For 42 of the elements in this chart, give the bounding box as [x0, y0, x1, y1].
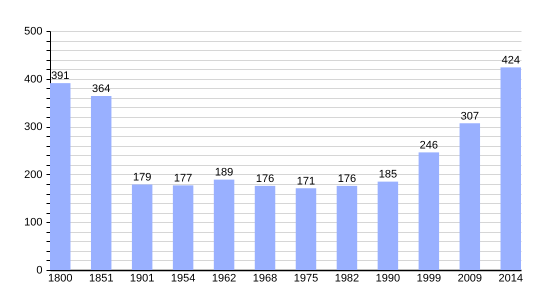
data-label: 185: [378, 168, 398, 181]
x-tick-label: 1901: [130, 272, 154, 284]
x-tick-label: 1999: [416, 272, 442, 284]
x-tick-label: 1800: [48, 272, 72, 284]
bar: [378, 182, 398, 270]
bar: [90, 96, 112, 270]
bar: [418, 152, 440, 270]
bar: [50, 83, 70, 270]
x-tick-label: 1954: [170, 272, 196, 284]
bar: [132, 184, 152, 270]
bar: [500, 67, 521, 270]
data-label: 179: [132, 171, 152, 184]
bar: [336, 186, 358, 270]
data-label: 307: [460, 110, 479, 122]
bar: [214, 180, 234, 270]
y-tick-label: 0: [36, 264, 42, 276]
data-label: 246: [420, 139, 438, 152]
y-tick-label: 100: [24, 216, 42, 229]
x-tick-label: 1990: [376, 272, 400, 284]
x-tick-label: 2014: [498, 272, 524, 284]
bar: [460, 123, 480, 270]
data-label: 189: [214, 166, 234, 179]
bar: [172, 185, 194, 270]
x-tick-label: 1968: [252, 272, 278, 284]
data-label: 176: [338, 172, 356, 185]
data-label: 177: [174, 172, 192, 184]
data-label: 176: [256, 172, 274, 185]
data-label: 364: [92, 83, 110, 96]
y-tick-label: 400: [24, 73, 42, 86]
x-tick-label: 1982: [334, 272, 360, 284]
bar: [296, 188, 316, 270]
y-tick-label: 200: [24, 168, 42, 181]
x-tick-label: 1975: [294, 272, 318, 284]
y-tick-label: 300: [24, 121, 42, 134]
data-label: 391: [51, 70, 70, 82]
data-label: 171: [296, 175, 316, 188]
x-tick-label: 1962: [212, 272, 236, 284]
x-tick-label: 1851: [88, 272, 114, 284]
x-tick-label: 2009: [458, 272, 482, 284]
y-tick-label: 500: [24, 26, 42, 38]
bar: [254, 186, 276, 270]
data-label: 424: [502, 54, 520, 66]
